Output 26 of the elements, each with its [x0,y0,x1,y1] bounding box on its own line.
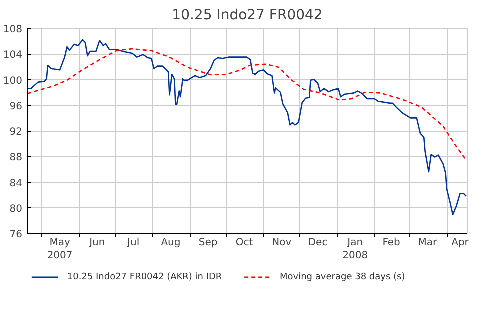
y-tick-label: 84 [10,178,23,190]
x-tick-label: Aug [161,238,181,248]
x-tick-label: Jul [126,238,140,248]
y-tick-label: 96 [10,101,23,112]
y-tick-label: 100 [3,76,23,87]
y-tick-label: 92 [10,127,23,138]
x-tick-label: Apr [452,238,470,248]
x-tick-label: May 2007 [47,238,73,262]
y-tick-label: 88 [10,152,23,164]
x-tick-label: Sep [198,238,218,248]
x-tick-label: Nov [272,238,292,248]
y-tick-label: 104 [3,50,23,62]
legend-label: Moving average 38 days (s) [280,272,406,282]
y-tick-label: 80 [10,204,23,215]
x-tick-label: Jan 2008 [342,238,368,262]
y-tick-label: 76 [10,230,23,240]
legend-label: 10.25 Indo27 FR0042 (AKR) in IDR [67,272,222,282]
x-tick-label: Dec [308,238,328,248]
x-tick-label: Oct [236,238,254,248]
chart-title: 10.25 Indo27 FR0042 [172,8,323,24]
x-tick-label: Jun [88,238,106,248]
y-tick-label: 108 [3,24,23,36]
x-tick-label: Mar [418,238,438,248]
line-series [28,39,467,216]
x-tick-label: Feb [382,238,400,248]
line-series [28,48,466,160]
